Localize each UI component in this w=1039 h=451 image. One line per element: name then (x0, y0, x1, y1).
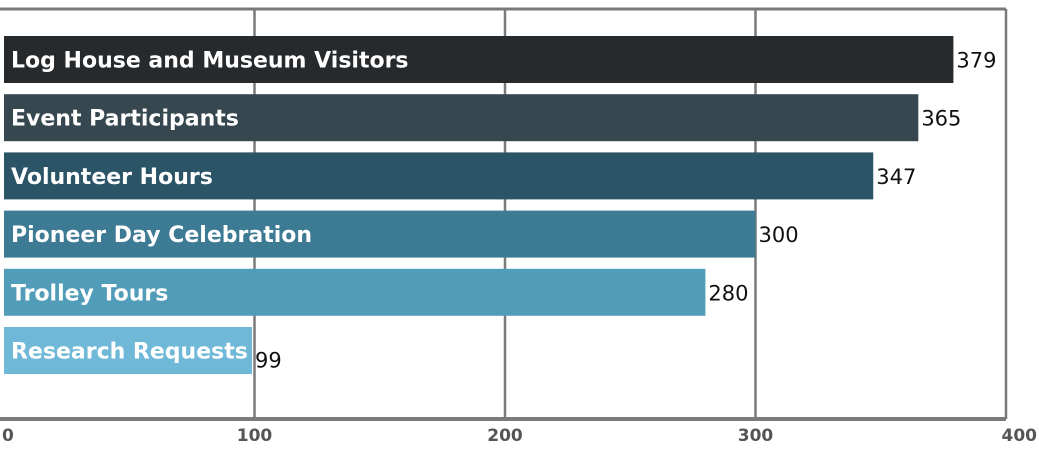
bar-label-log-house-and-museum-visitors: Log House and Museum Visitors (11, 49, 409, 74)
value-label-research-requests: 99 (255, 349, 282, 373)
x-tick-label: 300 (738, 426, 774, 446)
value-label-pioneer-day-celebration: 300 (759, 223, 799, 247)
bar-log-house-and-museum-visitors (4, 36, 954, 83)
x-tick-label: 100 (237, 426, 273, 446)
bar-trolley-tours (4, 268, 706, 316)
bars: Log House and Museum Visitors 379 Event Pa… (4, 36, 996, 374)
value-label-trolley-tours: 280 (708, 281, 748, 305)
value-label-event-participants: 365 (921, 107, 961, 131)
bar-label-pioneer-day-celebration: Pioneer Day Celebration (11, 223, 312, 248)
bar-pioneer-day-celebration (4, 210, 756, 258)
x-axis-ticks: 0 100 200 300 400 (2, 426, 1037, 446)
bar-label-trolley-tours: Trolley Tours (11, 281, 168, 306)
value-label-log-house-and-museum-visitors: 379 (956, 49, 996, 73)
x-tick-label: 200 (487, 426, 523, 446)
value-label-volunteer-hours: 347 (876, 165, 916, 189)
bar-research-requests (4, 327, 252, 374)
bar-volunteer-hours (4, 152, 874, 200)
bar-label-volunteer-hours: Volunteer Hours (11, 165, 213, 190)
x-tick-label: 0 (2, 426, 14, 446)
x-tick-label: 400 (1002, 426, 1038, 446)
bar-label-event-participants: Event Participants (11, 107, 239, 132)
bar-event-participants (4, 94, 919, 142)
bar-label-research-requests: Research Requests (11, 340, 248, 365)
